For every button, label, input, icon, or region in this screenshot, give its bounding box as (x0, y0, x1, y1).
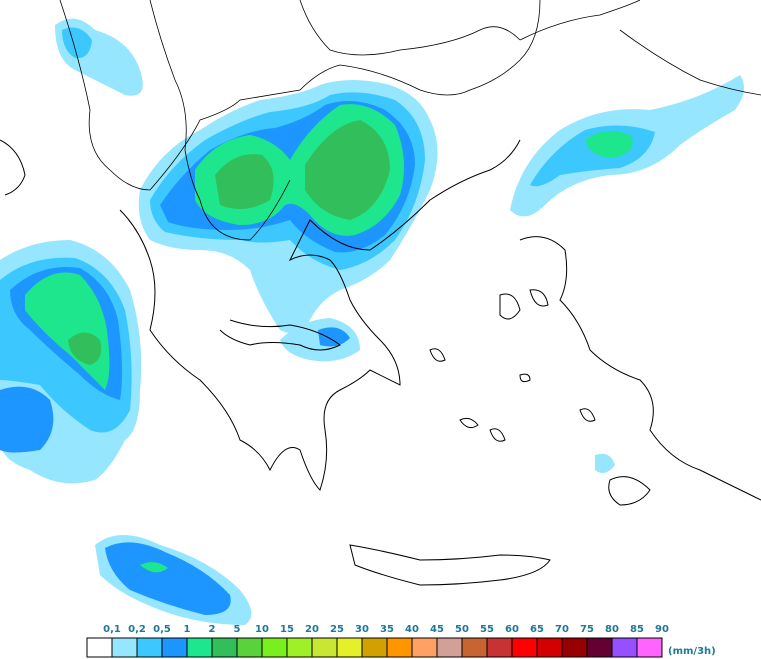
legend-label: 0,1 (103, 624, 121, 635)
legend-swatch (311, 637, 338, 658)
legend-swatch (486, 637, 513, 658)
rain-area (62, 27, 92, 59)
legend-swatch (511, 637, 538, 658)
coastline (219, 319, 341, 351)
legend-swatch (136, 637, 163, 658)
borders (59, 0, 761, 241)
coastline (0, 139, 26, 196)
legend-label: 40 (405, 624, 419, 635)
legend-label: 0,2 (128, 624, 146, 635)
legend-label: 55 (480, 624, 494, 635)
rain-area (585, 131, 633, 158)
legend-label: 65 (530, 624, 544, 635)
legend-swatch (411, 637, 438, 658)
border (519, 0, 761, 96)
legend-label: 10 (255, 624, 269, 635)
legend-label: 80 (605, 624, 619, 635)
legend-swatch (111, 637, 138, 658)
legend-label: 60 (505, 624, 519, 635)
legend-swatch (236, 637, 263, 658)
rain-area (595, 453, 615, 474)
legend-swatch (186, 637, 213, 658)
legend-swatch (461, 637, 488, 658)
legend-label: 15 (280, 624, 294, 635)
legend-label: 50 (455, 624, 469, 635)
precipitation-areas (0, 18, 744, 625)
legend-label: 30 (355, 624, 369, 635)
coastline (119, 139, 521, 491)
border (149, 0, 291, 241)
legend-label: 0,5 (153, 624, 171, 635)
legend-label: 2 (209, 624, 216, 635)
legend-label: 5 (234, 624, 241, 635)
rain-area (0, 386, 54, 453)
rain-area (140, 562, 168, 573)
rain-area (318, 327, 350, 347)
legend-unit: (mm/3h) (668, 646, 716, 657)
rain-area (215, 120, 390, 220)
legend-swatch (86, 637, 113, 658)
legend-swatch (586, 637, 613, 658)
legend-swatch (261, 637, 288, 658)
legend-swatch (336, 637, 363, 658)
legend-swatch (361, 637, 388, 658)
rain-area (68, 332, 102, 365)
rain-area (105, 542, 231, 615)
legend-label: 75 (580, 624, 594, 635)
legend-swatch (386, 637, 413, 658)
legend-swatch (436, 637, 463, 658)
legend-swatch (536, 637, 563, 658)
legend-swatch (636, 637, 663, 658)
border (299, 0, 521, 56)
legend-label: 70 (555, 624, 569, 635)
legend-label: 85 (630, 624, 644, 635)
legend: 0,1 0,2 0,5 1 2 5 10 15 20 25 30 35 40 45 50 55 60 65 70 75… (86, 624, 716, 658)
legend-label: 90 (655, 624, 669, 635)
legend-label: 20 (305, 624, 319, 635)
legend-label: 1 (184, 624, 191, 635)
coastline (608, 476, 651, 506)
legend-swatch (161, 637, 188, 658)
coastline (519, 236, 761, 501)
legend-swatch (611, 637, 638, 658)
legend-label: 35 (380, 624, 394, 635)
coastline (349, 544, 551, 586)
island (429, 289, 596, 442)
legend-swatch (286, 637, 313, 658)
legend-label: 25 (330, 624, 344, 635)
legend-swatch (561, 637, 588, 658)
coastlines (0, 139, 761, 586)
border (59, 0, 541, 191)
legend-swatch (211, 637, 238, 658)
legend-label: 45 (430, 624, 444, 635)
